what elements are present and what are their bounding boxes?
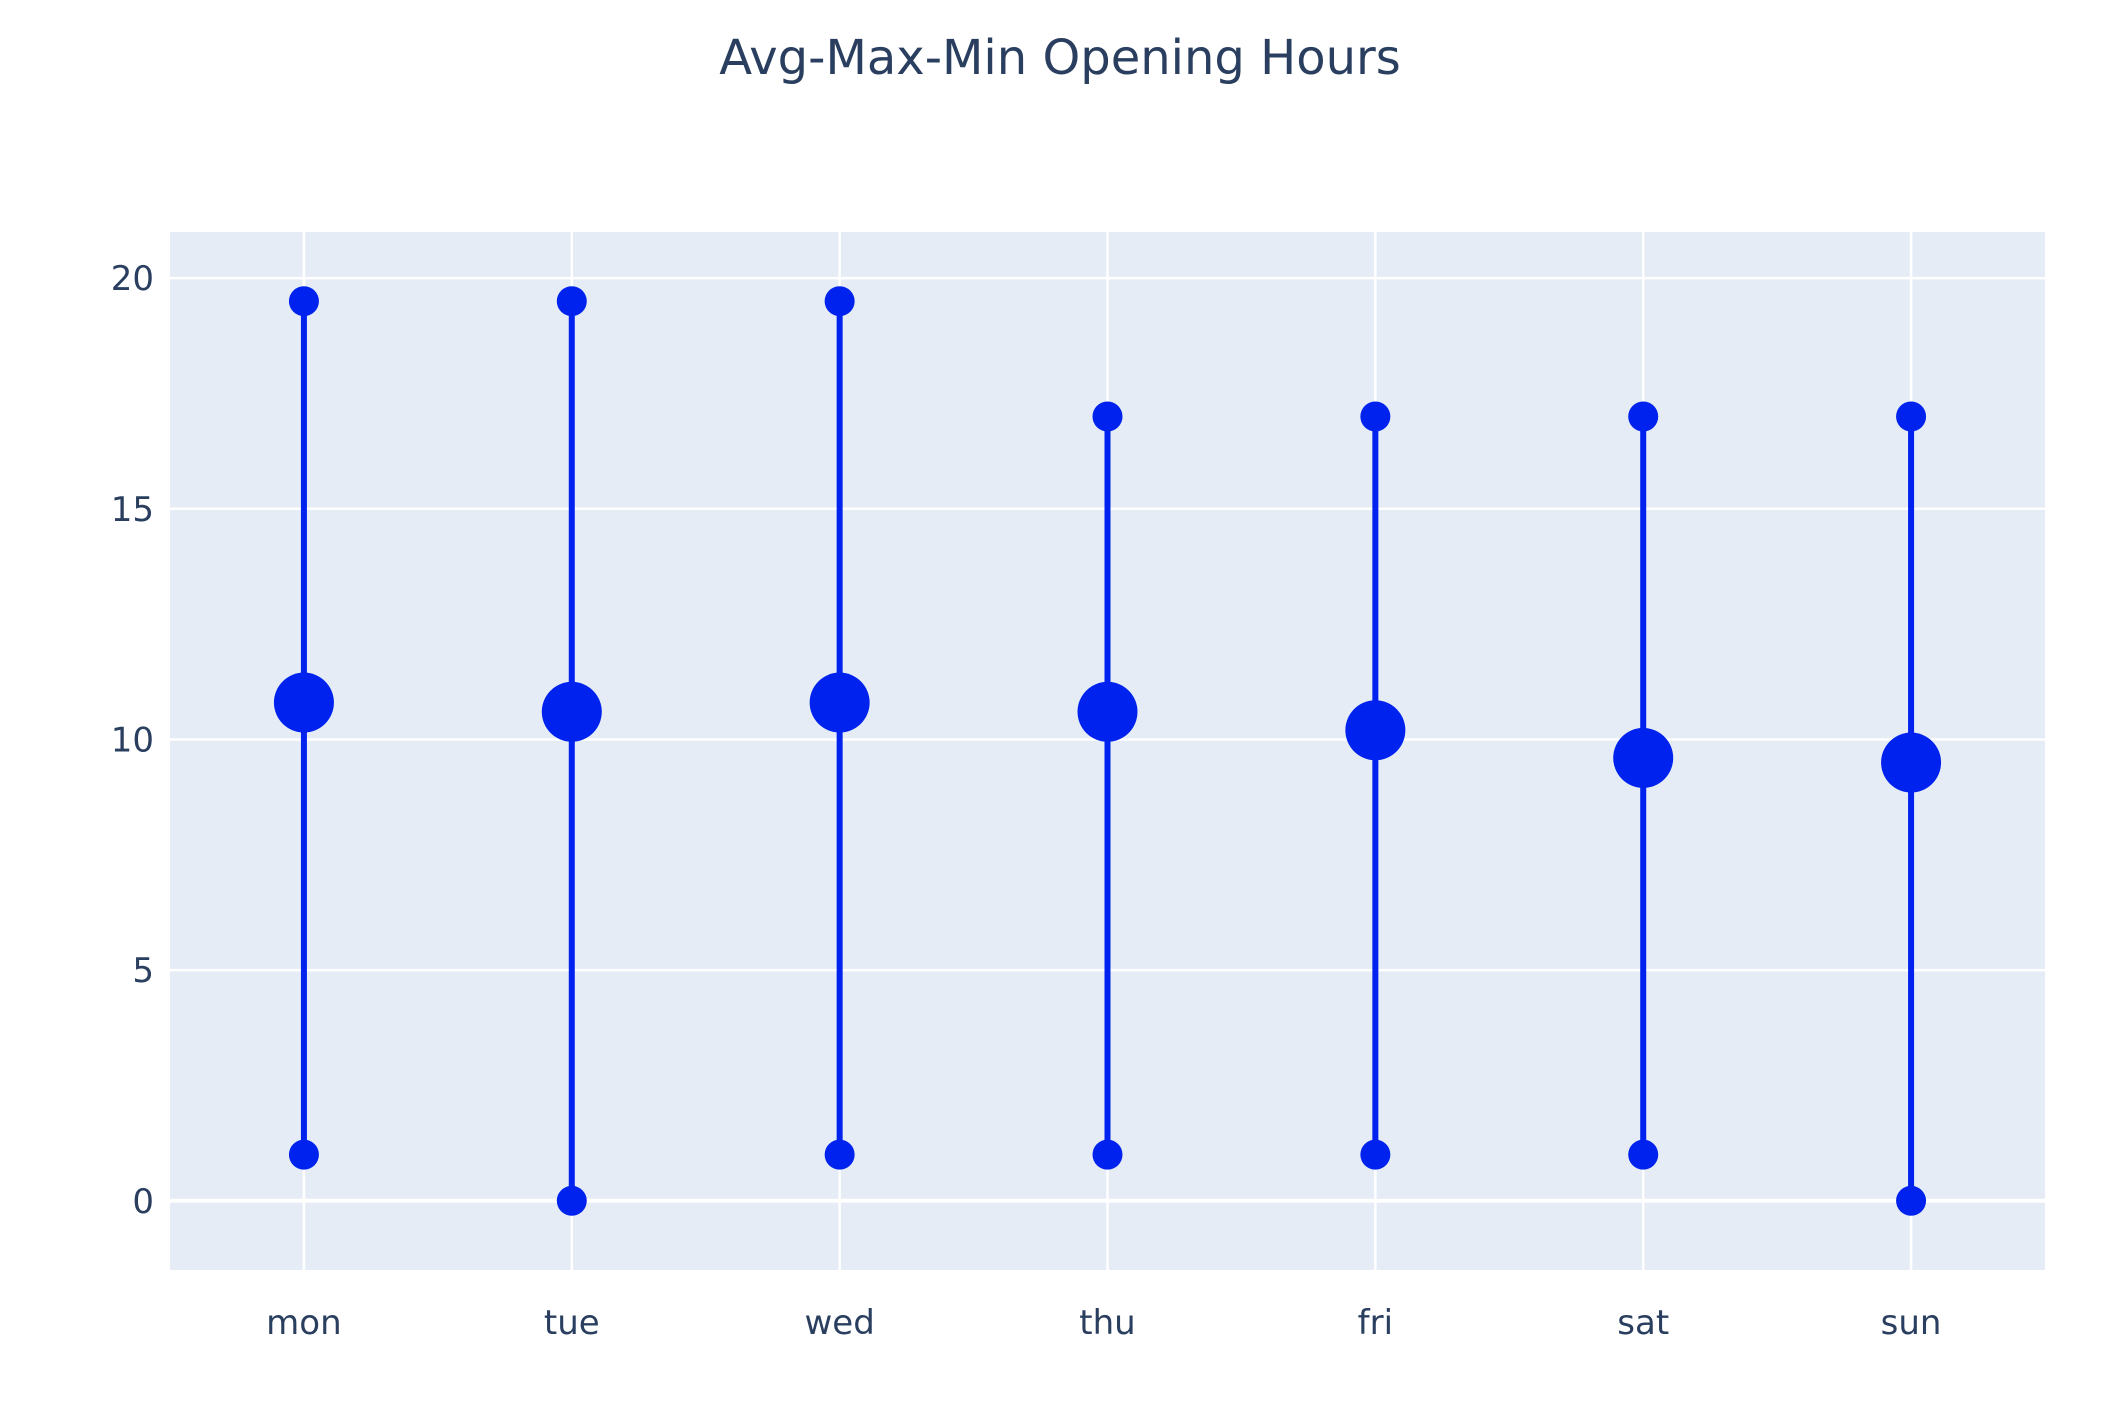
min-point-tue (556, 1185, 587, 1216)
avg-point-mon (273, 672, 334, 733)
y-tick-label: 15 (111, 490, 154, 530)
max-point-tue (556, 286, 587, 317)
chart-title: Avg-Max-Min Opening Hours (719, 30, 1401, 86)
x-tick-label-mon: mon (266, 1303, 341, 1343)
axis-layer: 0 5 10 15 20 mon tue wed thu fri sat sun (111, 259, 1942, 1343)
max-point-sat (1628, 401, 1659, 432)
x-tick-label-sun: sun (1881, 1303, 1942, 1343)
x-tick-label-tue: tue (544, 1303, 600, 1343)
max-point-mon (288, 286, 319, 317)
min-point-mon (288, 1139, 319, 1170)
min-point-wed (824, 1139, 855, 1170)
max-point-sun (1896, 401, 1927, 432)
x-tick-label-fri: fri (1358, 1303, 1393, 1343)
max-point-fri (1360, 401, 1391, 432)
avg-point-sat (1613, 727, 1674, 788)
min-point-sun (1896, 1185, 1927, 1216)
x-tick-label-thu: thu (1079, 1303, 1135, 1343)
avg-point-tue (541, 681, 602, 742)
x-tick-label-wed: wed (804, 1303, 874, 1343)
avg-point-thu (1077, 681, 1138, 742)
y-tick-label: 0 (132, 1182, 154, 1222)
y-tick-label: 5 (132, 951, 154, 991)
series-layer (273, 286, 1942, 1216)
avg-point-wed (809, 672, 870, 733)
min-point-sat (1628, 1139, 1659, 1170)
max-point-thu (1092, 401, 1123, 432)
y-tick-label: 10 (111, 720, 154, 760)
avg-point-sun (1881, 732, 1942, 793)
min-point-thu (1092, 1139, 1123, 1170)
y-tick-label: 20 (111, 259, 154, 299)
min-point-fri (1360, 1139, 1391, 1170)
x-tick-label-sat: sat (1617, 1303, 1669, 1343)
avg-point-fri (1345, 700, 1406, 761)
max-point-wed (824, 286, 855, 317)
